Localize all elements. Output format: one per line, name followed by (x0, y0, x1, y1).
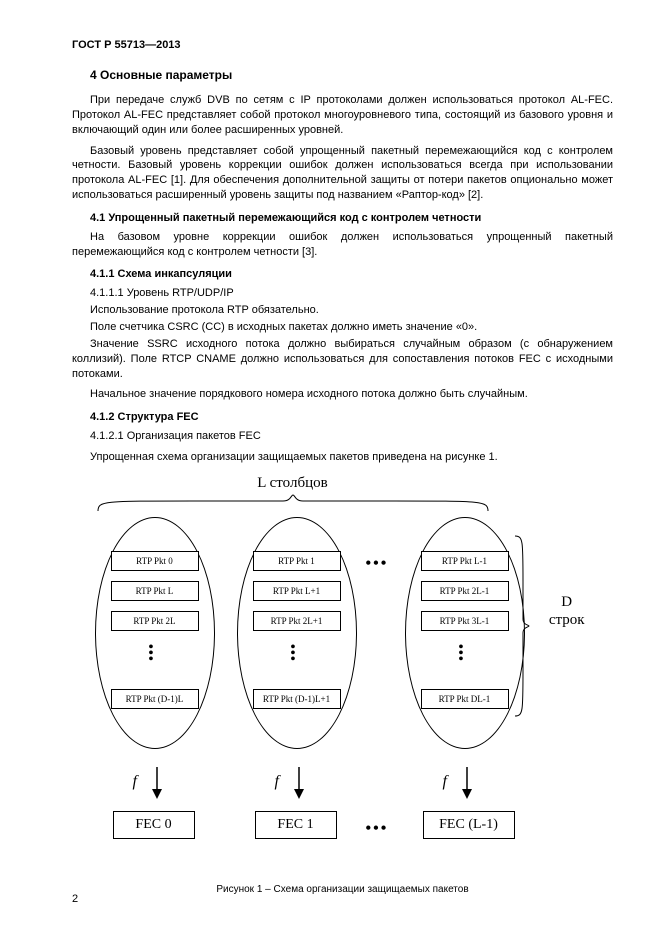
rtp-packet: RTP Pkt (D-1)L+1 (253, 689, 341, 709)
rows-label: D строк (549, 593, 585, 629)
vertical-dots: ••• (291, 645, 296, 663)
rtp-packet: RTP Pkt DL-1 (421, 689, 509, 709)
paragraph: При передаче служб DVB по сетям с IP про… (72, 93, 613, 138)
page-number: 2 (72, 892, 78, 907)
rtp-packet: RTP Pkt 3L-1 (421, 611, 509, 631)
page: ГОСТ Р 55713—2013 4 Основные параметры П… (0, 0, 661, 935)
paragraph: Базовый уровень представляет собой упрощ… (72, 144, 613, 203)
subsection-411: 4.1.1 Схема инкапсуляции (72, 267, 613, 282)
paragraph: Начальное значение порядкового номера ис… (72, 387, 613, 402)
function-label: f (443, 771, 447, 793)
horizontal-dots: ••• (366, 553, 389, 575)
rtp-packet: RTP Pkt 0 (111, 551, 199, 571)
rtp-packet: RTP Pkt L-1 (421, 551, 509, 571)
paragraph: Значение SSRC исходного потока должно вы… (72, 337, 613, 382)
paragraph: На базовом уровне коррекции ошибок долже… (72, 230, 613, 260)
rtp-packet: RTP Pkt L (111, 581, 199, 601)
arrow-down-icon (289, 765, 309, 799)
paragraph: Упрощенная схема организации защищаемых … (72, 450, 613, 465)
subsection-41: 4.1 Упрощенный пакетный перемежающийся к… (72, 211, 613, 226)
vertical-dots: ••• (149, 645, 154, 663)
columns-label: L столбцов (83, 473, 503, 493)
fec-box: FEC 0 (113, 811, 195, 839)
rtp-packet: RTP Pkt 2L+1 (253, 611, 341, 631)
paragraph: Использование протокола RTP обязательно. (72, 303, 613, 318)
arrow-down-icon (457, 765, 477, 799)
paragraph: 4.1.1.1 Уровень RTP/UDP/IP (72, 286, 613, 301)
rtp-packet: RTP Pkt 2L-1 (421, 581, 509, 601)
rtp-packet: RTP Pkt L+1 (253, 581, 341, 601)
rtp-packet: RTP Pkt 1 (253, 551, 341, 571)
subsection-412: 4.1.2 Структура FEC (72, 410, 613, 425)
figure-1: L столбцов D строк RTP Pkt 0 RTP Pkt L R… (83, 473, 603, 873)
function-label: f (133, 771, 137, 793)
paragraph: 4.1.2.1 Организация пакетов FEC (72, 429, 613, 444)
function-label: f (275, 771, 279, 793)
figure-caption: Рисунок 1 – Схема организации защищаемых… (72, 883, 613, 897)
doc-header: ГОСТ Р 55713—2013 (72, 38, 613, 53)
vertical-dots: ••• (459, 645, 464, 663)
brace-top (93, 493, 493, 513)
paragraph: Поле счетчика CSRC (CC) в исходных пакет… (72, 320, 613, 335)
rtp-packet: RTP Pkt (D-1)L (111, 689, 199, 709)
arrow-down-icon (147, 765, 167, 799)
fec-box: FEC (L-1) (423, 811, 515, 839)
section-title: 4 Основные параметры (90, 67, 613, 83)
rows-label-rows: строк (549, 612, 585, 628)
horizontal-dots: ••• (366, 818, 389, 840)
fec-box: FEC 1 (255, 811, 337, 839)
rtp-packet: RTP Pkt 2L (111, 611, 199, 631)
rows-label-d: D (561, 594, 572, 610)
